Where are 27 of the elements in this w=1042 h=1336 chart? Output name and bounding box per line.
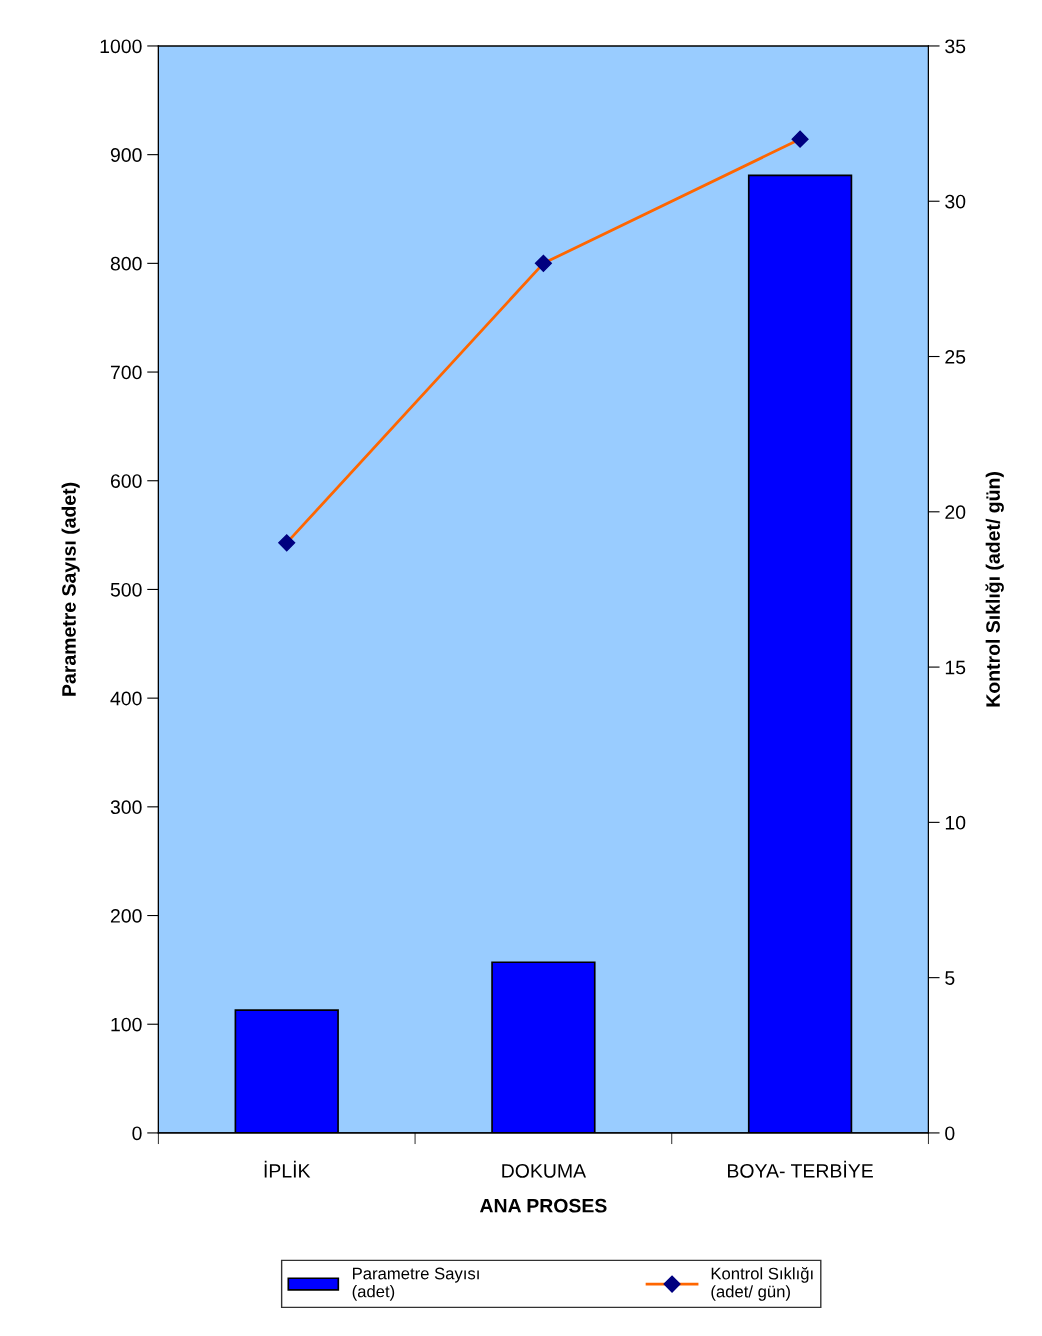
y2-tick-label: 5 [945,971,955,985]
x-tick-label: DOKUMA [502,1164,587,1178]
y-tick-label: 1000 [100,39,142,54]
y-tick-label: 900 [110,148,142,162]
x-tick-label: BOYA- TERBİYE [728,1160,873,1178]
x-axis-title: ANA PROSES [479,1198,607,1213]
y-tick-label: 500 [110,582,142,597]
y2-tick-label: 10 [945,815,966,830]
y-tick-label: 600 [110,474,142,488]
y-tick-label: 200 [110,909,142,923]
y2-axis-title: Kontrol Sıklığı (adet/ gün) [985,472,1004,707]
y2-tick-label: 15 [945,660,966,675]
y-tick-label: 100 [111,1017,142,1032]
y-axis-title: Parametre Sayısı (adet) [61,482,80,696]
y-tick-label: 0 [132,1126,142,1141]
y-tick-label: 400 [110,691,142,706]
y2-tick-label: 20 [945,505,966,520]
y-tick-label: 700 [110,365,142,380]
y2-tick-label: 30 [945,194,966,209]
y-tick-label: 800 [110,256,142,271]
y-tick-label: 300 [110,800,142,815]
x-tick-label: İPLİK [264,1160,311,1178]
y2-tick-label: 0 [945,1126,955,1141]
legend-label: Parametre Sayısı (adet) [352,1267,479,1301]
y2-tick-label: 25 [945,349,966,364]
legend-label: Kontrol Sıklığı (adet/ gün) [711,1267,813,1301]
y2-tick-label: 35 [945,39,966,54]
